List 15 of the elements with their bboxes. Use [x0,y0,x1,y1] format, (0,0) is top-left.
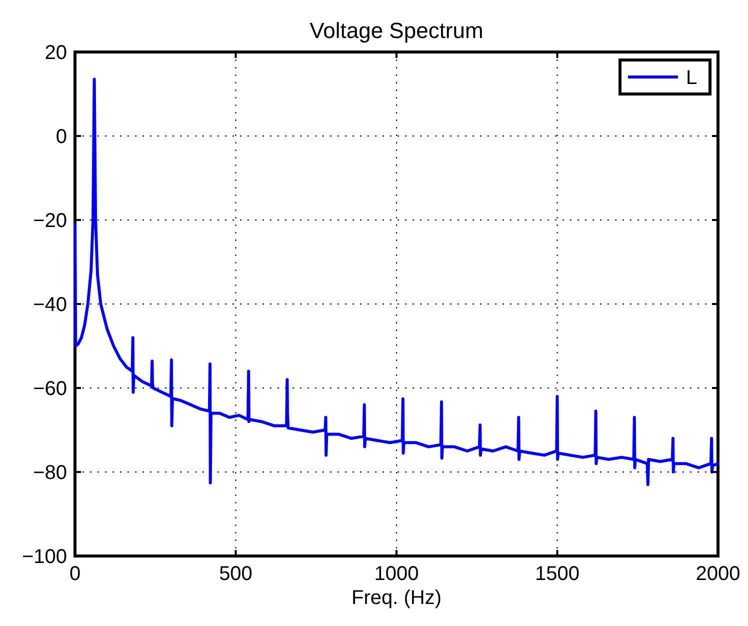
chart-title: Voltage Spectrum [310,18,484,43]
x-tick-label: 2000 [696,563,740,585]
y-tick-label: −60 [33,378,67,400]
y-tick-label: −20 [33,210,67,232]
y-tick-label: 0 [56,126,67,148]
x-tick-label: 0 [69,563,81,585]
x-tick-label: 1500 [535,563,580,585]
y-tick-label: −80 [33,462,67,484]
x-tick-label: 1000 [374,563,419,585]
y-tick-label: −40 [33,294,67,316]
y-tick-label: −100 [22,546,67,568]
x-tick-label: 500 [219,563,252,585]
y-tick-label: 20 [44,42,67,64]
legend-label: L [686,67,698,89]
x-axis-title: Freq. (Hz) [352,587,442,609]
